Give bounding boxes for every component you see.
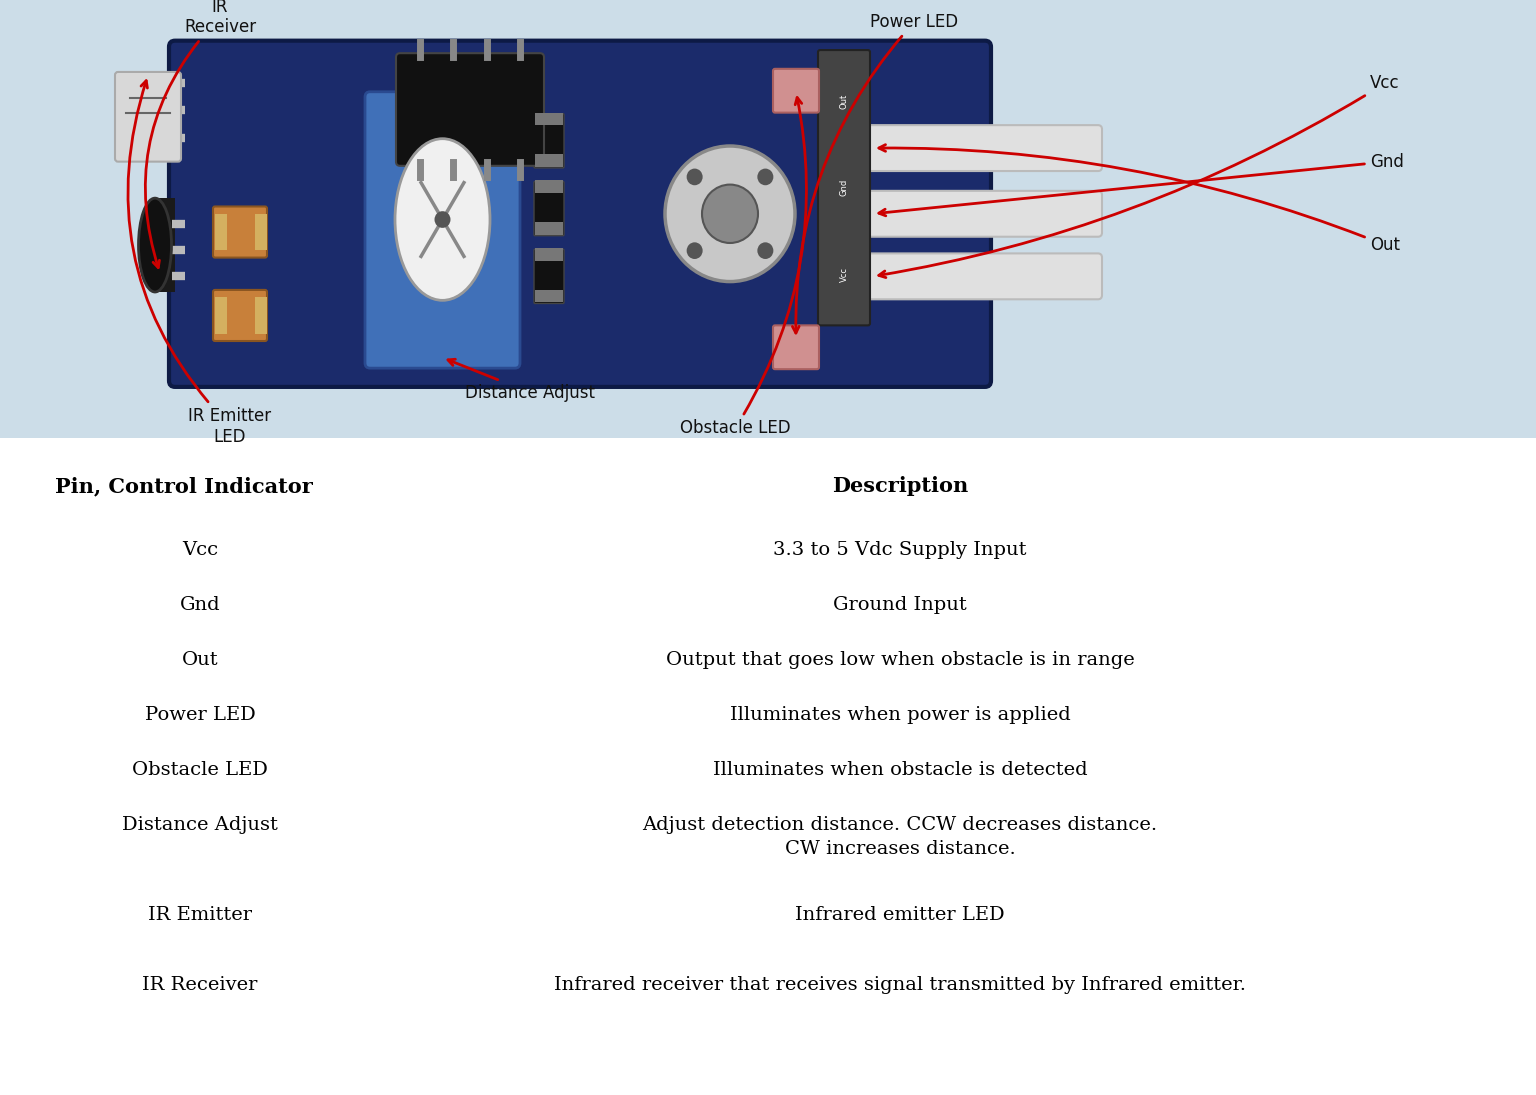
- Text: IR Emitter
LED: IR Emitter LED: [127, 81, 272, 446]
- Text: Illuminates when power is applied: Illuminates when power is applied: [730, 706, 1071, 724]
- Text: Output that goes low when obstacle is in range: Output that goes low when obstacle is in…: [665, 652, 1135, 669]
- Text: Ground Input: Ground Input: [833, 596, 966, 614]
- Text: Gnd: Gnd: [879, 152, 1404, 216]
- Bar: [535, 290, 564, 302]
- FancyBboxPatch shape: [773, 325, 819, 369]
- FancyBboxPatch shape: [535, 250, 564, 303]
- FancyBboxPatch shape: [819, 50, 869, 325]
- Text: Infrared receiver that receives signal transmitted by Infrared emitter.: Infrared receiver that receives signal t…: [554, 976, 1246, 994]
- Text: Gnd: Gnd: [840, 180, 848, 196]
- FancyBboxPatch shape: [863, 191, 1101, 237]
- Bar: [535, 181, 564, 193]
- Text: Distance Adjust: Distance Adjust: [121, 816, 278, 834]
- Bar: [215, 297, 227, 334]
- Bar: [535, 154, 564, 166]
- Circle shape: [435, 211, 450, 228]
- Ellipse shape: [138, 198, 172, 292]
- Circle shape: [702, 185, 757, 243]
- Circle shape: [757, 169, 773, 185]
- FancyBboxPatch shape: [214, 207, 267, 257]
- Circle shape: [687, 242, 702, 260]
- FancyBboxPatch shape: [214, 290, 267, 341]
- Text: Illuminates when obstacle is detected: Illuminates when obstacle is detected: [713, 761, 1087, 779]
- Text: Vcc: Vcc: [840, 267, 848, 283]
- Circle shape: [665, 146, 796, 281]
- Ellipse shape: [395, 139, 490, 300]
- FancyBboxPatch shape: [115, 72, 181, 162]
- FancyBboxPatch shape: [535, 182, 564, 235]
- Text: Out: Out: [879, 145, 1399, 254]
- Text: IR Receiver: IR Receiver: [143, 976, 258, 994]
- Bar: [535, 113, 564, 125]
- FancyBboxPatch shape: [535, 114, 564, 168]
- FancyBboxPatch shape: [863, 125, 1101, 171]
- Text: 3.3 to 5 Vdc Supply Input: 3.3 to 5 Vdc Supply Input: [773, 541, 1026, 560]
- Bar: [535, 249, 564, 261]
- Text: Obstacle LED: Obstacle LED: [680, 97, 806, 437]
- FancyBboxPatch shape: [773, 69, 819, 113]
- Bar: [535, 222, 564, 234]
- Bar: [255, 214, 267, 251]
- FancyBboxPatch shape: [396, 54, 544, 165]
- Text: Infrared emitter LED: Infrared emitter LED: [796, 906, 1005, 924]
- Bar: [255, 297, 267, 334]
- Text: Vcc: Vcc: [879, 74, 1399, 278]
- Bar: [215, 214, 227, 251]
- Text: Power LED: Power LED: [144, 706, 255, 724]
- FancyBboxPatch shape: [863, 253, 1101, 299]
- Text: Adjust detection distance. CCW decreases distance.
CW increases distance.: Adjust detection distance. CCW decreases…: [642, 816, 1158, 857]
- Text: Power LED: Power LED: [793, 13, 958, 333]
- Text: Distance Adjust: Distance Adjust: [449, 359, 594, 402]
- Text: Pin, Control Indicator: Pin, Control Indicator: [55, 476, 313, 496]
- Text: Description: Description: [833, 476, 968, 496]
- Text: IR
Receiver: IR Receiver: [146, 0, 257, 267]
- Text: Obstacle LED: Obstacle LED: [132, 761, 267, 779]
- Text: Out: Out: [840, 93, 848, 108]
- Text: Vcc: Vcc: [181, 541, 218, 560]
- Text: IR Emitter: IR Emitter: [147, 906, 252, 924]
- FancyBboxPatch shape: [169, 41, 991, 387]
- Circle shape: [687, 169, 702, 185]
- FancyBboxPatch shape: [366, 92, 521, 368]
- Text: Gnd: Gnd: [180, 596, 220, 614]
- Text: Out: Out: [181, 652, 218, 669]
- Bar: [155, 198, 175, 292]
- Circle shape: [757, 242, 773, 260]
